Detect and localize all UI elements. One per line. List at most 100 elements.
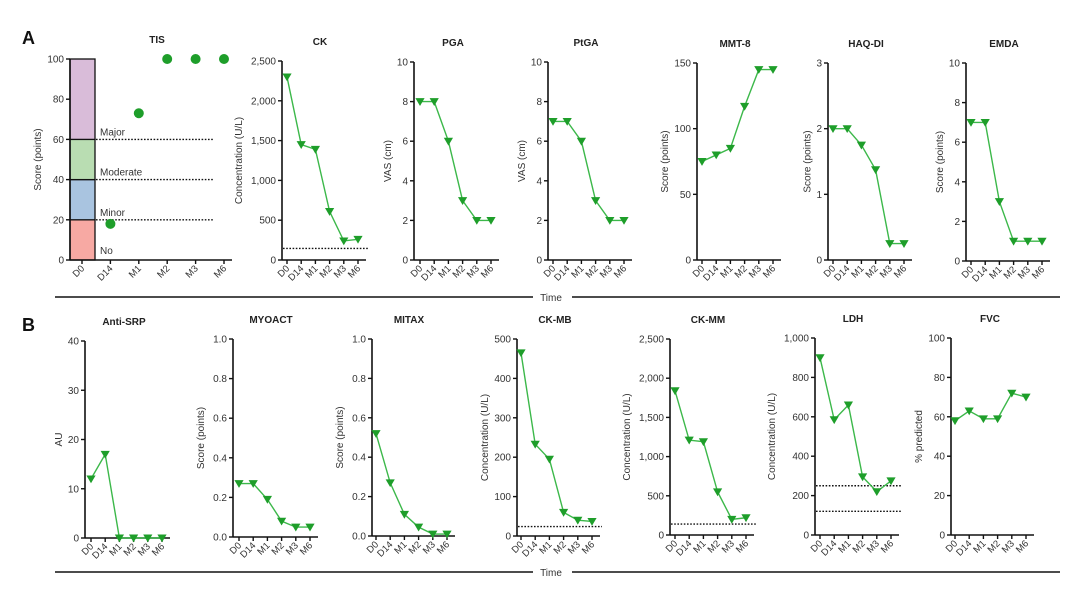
data-point-d14 [980, 118, 990, 127]
series-line [954, 392, 1027, 422]
data-point-d14 [530, 440, 540, 449]
data-point-m2 [740, 102, 750, 111]
chart-title: CK-MB [538, 315, 571, 326]
data-point-d14 [684, 436, 694, 445]
data-point-m1 [978, 415, 988, 424]
data-point-d14 [562, 117, 572, 126]
y-tick-label: 0 [816, 256, 822, 267]
data-point-m6 [1021, 393, 1031, 402]
y-tick-label: 0 [803, 531, 809, 542]
y-tick-label: 100 [674, 124, 691, 135]
y-tick-label: 0 [954, 257, 960, 268]
y-tick-label: 2 [954, 217, 960, 228]
chart-title: CK [313, 37, 328, 48]
data-point-d0 [371, 430, 381, 438]
y-axis-label: Concentration (U/L) [767, 393, 778, 480]
y-tick-label: 400 [792, 452, 809, 463]
data-point-m6 [768, 66, 778, 74]
data-point-m3 [1007, 389, 1017, 398]
chart-title: CK-MM [691, 315, 725, 326]
y-tick-label: 2,000 [251, 96, 276, 107]
series-line [553, 120, 624, 222]
x-tick-label: M2 [155, 263, 172, 280]
x-tick-label: M6 [1014, 538, 1031, 555]
y-tick-label: 10 [531, 58, 543, 69]
y-tick-label: 10 [68, 484, 80, 495]
data-point-m2 [325, 207, 335, 216]
series-line [90, 452, 162, 539]
data-point-d14 [711, 151, 721, 160]
x-tick-label: M6 [580, 539, 597, 556]
data-point-m1 [310, 145, 320, 154]
y-tick-label: 500 [647, 491, 664, 502]
y-axis-label: Concentration (U/L) [234, 117, 245, 204]
chart-title: FVC [980, 314, 1000, 325]
data-point-d0 [415, 98, 425, 106]
band-minor [69, 178, 96, 221]
panel-letter-a: A [22, 28, 35, 48]
y-tick-label: 0 [270, 256, 276, 267]
series-line [833, 127, 904, 245]
data-point-m6 [741, 514, 751, 523]
y-tick-label: 100 [494, 492, 511, 503]
data-point-m6 [886, 477, 896, 486]
y-tick-label: 0 [685, 256, 691, 267]
x-tick-label: M6 [479, 263, 496, 280]
panel-letter-b: B [22, 315, 35, 335]
series-line [520, 352, 593, 523]
y-tick-label: 0.8 [352, 374, 366, 385]
y-axis-label: AU [54, 433, 65, 447]
y-axis-label: Score (points) [335, 406, 346, 468]
y-tick-label: 0 [939, 531, 945, 542]
x-tick-label: M6 [1030, 264, 1047, 281]
y-tick-label: 0.6 [352, 413, 366, 424]
y-tick-label: 1,000 [639, 452, 664, 463]
y-tick-label: 2,000 [639, 374, 664, 385]
band-label: No [100, 246, 113, 257]
y-tick-label: 30 [68, 386, 80, 397]
y-tick-label: 300 [494, 413, 511, 424]
data-point-m3 [428, 530, 438, 539]
data-point-d0 [828, 125, 838, 134]
data-point-m6 [353, 235, 363, 244]
chart-title: MMT-8 [719, 39, 751, 50]
chart-title: HAQ-DI [848, 39, 884, 50]
chart-title: TIS [149, 35, 165, 46]
x-tick-label: D14 [95, 263, 115, 283]
data-point-d0 [950, 417, 960, 426]
y-tick-label: 1,500 [639, 413, 664, 424]
y-tick-label: 3 [816, 59, 822, 70]
y-tick-label: 500 [259, 216, 276, 227]
data-point-m3 [754, 66, 764, 74]
y-tick-label: 0 [402, 256, 408, 267]
chart-title: MITAX [394, 315, 425, 326]
data-point-m2 [1009, 237, 1019, 246]
data-point-m2 [559, 508, 569, 517]
y-axis-label: VAS (cm) [517, 140, 528, 182]
data-point-m3 [472, 216, 482, 225]
data-point-m3 [339, 237, 349, 246]
x-tick-label: M6 [346, 263, 363, 280]
y-axis-label: Concentration (U/L) [622, 393, 633, 480]
y-tick-label: 80 [53, 95, 65, 106]
x-tick-label: M6 [892, 263, 909, 280]
y-tick-label: 0.2 [213, 493, 227, 504]
data-point-m1 [443, 137, 453, 146]
y-axis-label: Concentration (U/L) [480, 394, 491, 481]
y-tick-label: 1.0 [352, 335, 366, 346]
y-tick-label: 0 [536, 256, 542, 267]
series-line [239, 482, 310, 528]
y-tick-label: 0.0 [213, 533, 227, 544]
data-point-m3 [872, 488, 882, 497]
data-point-d14 [964, 407, 974, 416]
data-point-d0 [234, 480, 244, 488]
band-label: Moderate [100, 168, 143, 179]
y-tick-label: 200 [792, 491, 809, 502]
chart-title: PGA [442, 38, 464, 49]
y-tick-label: 40 [934, 452, 946, 463]
data-point-m6 [899, 240, 909, 248]
